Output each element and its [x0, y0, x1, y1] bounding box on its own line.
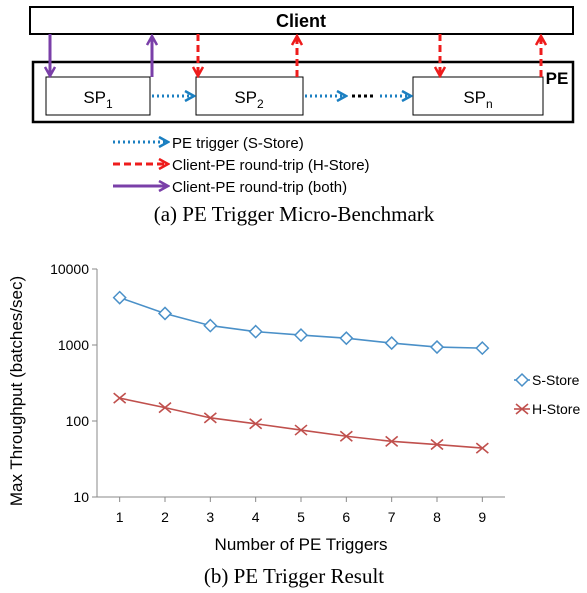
sp-box-2-label: SP2	[234, 88, 264, 111]
s-store-point	[248, 324, 263, 339]
s-store-point	[203, 318, 218, 333]
x-tick-label: 7	[388, 509, 396, 525]
x-tick-label: 9	[478, 509, 486, 525]
s-store-point	[293, 328, 309, 343]
sp-box-1-label: SP1	[83, 88, 113, 111]
s-store-point	[384, 336, 399, 351]
client-box	[29, 6, 574, 35]
chart-series	[112, 290, 490, 454]
h-store-point	[430, 438, 444, 451]
sp-box-1	[45, 76, 151, 116]
y-tick-label: 1000	[58, 337, 89, 353]
caption-a: (a) PE Trigger Micro-Benchmark	[154, 202, 435, 226]
h-store-point	[249, 418, 263, 430]
h-store-point	[203, 412, 217, 424]
s-store-point	[339, 331, 354, 346]
legend-pe-trigger-label: PE trigger (S-Store)	[172, 135, 304, 152]
y-axis-label: Max Throughput (batches/sec)	[7, 276, 26, 506]
client-label: Client	[276, 11, 326, 31]
h-store-legend-marker	[515, 403, 529, 415]
s-store-point	[429, 339, 445, 355]
caption-b: (b) PE Trigger Result	[204, 564, 384, 588]
x-axis-label: Number of PE Triggers	[215, 535, 388, 554]
x-tick-label: 6	[342, 509, 350, 525]
s-store-point	[475, 341, 490, 356]
s-store-point	[112, 290, 127, 305]
throughput-chart: 10 100 1000 10000 1 2 3 4 5 6 7 8 9 S-Store H-Store M…	[7, 261, 580, 588]
h-store-point	[158, 402, 172, 414]
y-tick-label: 10	[73, 489, 89, 505]
y-tick-label: 100	[66, 413, 90, 429]
s-store-legend-label: S-Store	[532, 372, 580, 388]
x-tick-label: 1	[116, 509, 124, 525]
pe-trigger-diagram: Client PE SP1 SP2 SPn PE trigger (S-Stor…	[29, 6, 575, 226]
legend-hstore-label: Client-PE round-trip (H-Store)	[172, 157, 370, 174]
y-tick-label: 10000	[50, 261, 89, 277]
h-store-point	[339, 430, 353, 442]
s-store-legend-marker	[514, 372, 530, 388]
s-store-point	[157, 306, 173, 321]
h-store-point	[475, 442, 489, 454]
sp-box-n	[412, 76, 544, 116]
legend-both-label: Client-PE round-trip (both)	[172, 179, 347, 196]
h-store-series-line	[119, 397, 483, 449]
pe-label: PE	[546, 69, 569, 88]
x-tick-label: 2	[161, 509, 169, 525]
h-store-point	[113, 392, 127, 404]
x-tick-label: 4	[252, 509, 260, 525]
h-store-point	[385, 435, 399, 447]
chart-legend: S-Store H-Store	[514, 372, 580, 417]
h-store-legend-label: H-Store	[532, 401, 580, 417]
x-tick-label: 5	[297, 509, 305, 525]
h-store-point	[294, 424, 308, 436]
sp-box-n-label: SPn	[463, 88, 492, 111]
x-tick-label: 3	[206, 509, 214, 525]
sp-box-2	[195, 76, 304, 116]
chart-axes: 10 100 1000 10000 1 2 3 4 5 6 7 8 9	[50, 261, 505, 525]
x-tick-label: 8	[433, 509, 441, 525]
